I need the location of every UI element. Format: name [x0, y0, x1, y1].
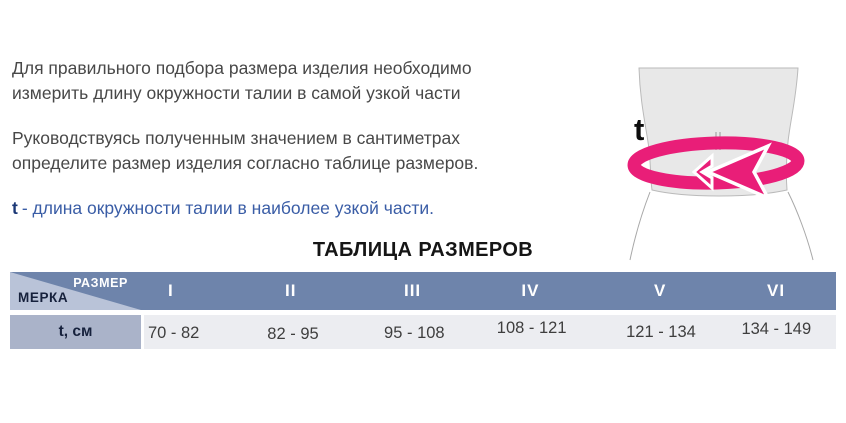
corner-cell: РАЗМЕР МЕРКА [10, 272, 141, 310]
column-header-label: I [168, 281, 174, 300]
size-table-header-row: РАЗМЕР МЕРКА I II III IV V VI [10, 272, 836, 310]
column-header-label: V [654, 281, 667, 300]
figure-t-label: t [634, 112, 644, 147]
column-header-1: I [141, 272, 257, 310]
instruction-paragraph-2: Руководствуясь полученным значением в са… [12, 126, 478, 176]
value-cell-3: 95 - 108 [375, 315, 490, 349]
instruction-paragraph-1: Для правильного подбора размера изделия … [12, 56, 472, 106]
value-cell-5: 121 - 134 [605, 315, 720, 349]
column-header-label: III [403, 281, 422, 300]
value-label: 70 - 82 [147, 323, 200, 342]
row-label: t, см [10, 315, 141, 349]
measuring-band-graphic [627, 136, 805, 190]
value-label: 95 - 108 [384, 323, 445, 342]
value-cell-1: 70 - 82 [144, 315, 259, 349]
legend-term: t [12, 198, 18, 218]
size-table: РАЗМЕР МЕРКА I II III IV V VI t, см 70 -… [10, 272, 836, 349]
value-cell-6: 134 - 149 [721, 315, 836, 349]
waist-measurement-illustration: t [627, 67, 814, 261]
legend-line: t- длина окружности талии в наиболее узк… [12, 196, 434, 221]
paragraph-line: Для правильного подбора размера изделия … [12, 58, 472, 78]
value-cell-4: 108 - 121 [490, 315, 605, 349]
value-label: 82 - 95 [267, 324, 319, 343]
column-header-6: VI [720, 272, 836, 310]
paragraph-line: измерить длину окружности талии в самой … [12, 83, 461, 103]
column-header-4: IV [488, 272, 604, 310]
corner-size-label: РАЗМЕР [73, 276, 128, 290]
legend-text: - длина окружности талии в наиболее узко… [21, 198, 435, 218]
column-header-3: III [373, 272, 489, 310]
column-header-2: II [257, 272, 373, 310]
column-header-label: VI [767, 281, 786, 300]
hip-outline-right [787, 191, 814, 261]
arrow-chevron-icon [691, 152, 714, 192]
column-header-label: IV [521, 281, 540, 300]
paragraph-line: Руководствуясь полученным значением в са… [12, 128, 461, 148]
column-header-5: V [604, 272, 720, 310]
arrow-icon [703, 142, 772, 202]
value-label: 108 - 121 [496, 318, 567, 337]
value-cell-2: 82 - 95 [259, 315, 374, 349]
value-label: 134 - 149 [741, 319, 812, 338]
size-table-data-row: t, см 70 - 82 82 - 95 95 - 108 108 - 121… [10, 315, 836, 349]
corner-measure-label: МЕРКА [18, 290, 69, 305]
size-table-title: ТАБЛИЦА РАЗМЕРОВ [312, 239, 534, 261]
value-label: 121 - 134 [626, 322, 696, 341]
column-header-label: II [285, 281, 297, 300]
paragraph-line: определите размер изделия согласно табли… [12, 153, 479, 173]
hip-outline-left [629, 191, 651, 261]
row-values: 70 - 82 82 - 95 95 - 108 108 - 121 121 -… [144, 315, 836, 349]
